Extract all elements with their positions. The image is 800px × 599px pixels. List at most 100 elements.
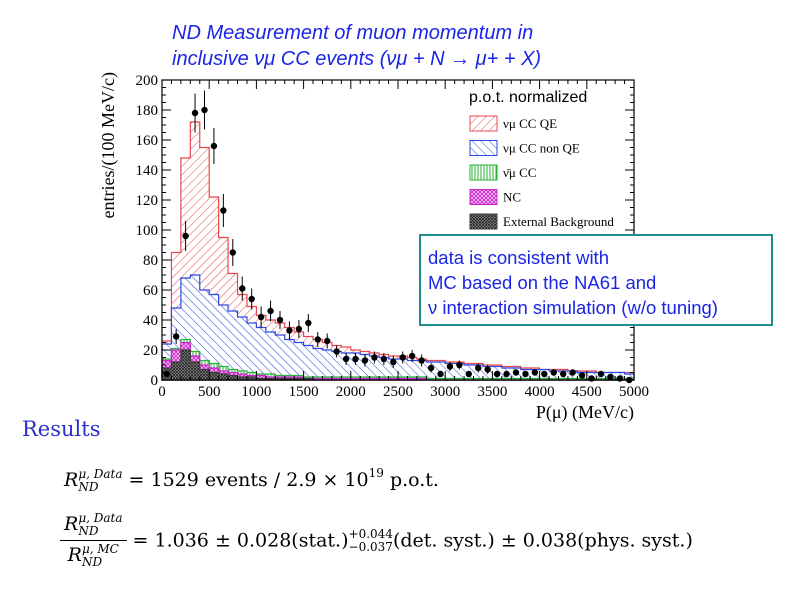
eq2-den-sup: μ, MC	[81, 542, 119, 556]
data-marker	[437, 370, 444, 378]
data-point	[248, 288, 255, 310]
data-marker	[257, 313, 265, 321]
data-point	[427, 363, 435, 373]
data-marker	[324, 337, 331, 345]
y-tick-label: 20	[143, 343, 158, 359]
data-point	[607, 373, 614, 381]
data-marker	[380, 355, 388, 363]
data-marker	[446, 363, 454, 370]
data-point	[475, 363, 482, 373]
data-point	[578, 372, 586, 379]
chart-title: ND Measurement of muon momentum in inclu…	[172, 20, 632, 72]
data-marker	[182, 232, 189, 240]
data-marker	[163, 370, 170, 378]
data-marker	[333, 348, 340, 355]
legend-swatch	[469, 213, 498, 230]
y-tick-label: 80	[143, 253, 158, 269]
data-point	[324, 333, 331, 349]
legend: p.o.t. normalized νμ CC QE νμ CC non QE ν̄μ…	[469, 89, 614, 230]
data-point	[522, 370, 529, 378]
data-point	[257, 306, 265, 328]
data-marker	[305, 319, 312, 327]
data-point	[597, 370, 605, 378]
legend-swatch	[469, 140, 498, 156]
data-point	[531, 369, 539, 376]
data-marker	[588, 375, 595, 382]
eq2-num-sup: μ, Data	[78, 511, 123, 525]
legend-item: ν̄μ CC	[469, 164, 536, 181]
data-marker	[342, 355, 350, 363]
data-point	[352, 353, 359, 365]
axes: 0 500 1000 1500 2000 2500 3000 3500 4000 4500 5000…	[98, 72, 649, 423]
eq1-sup: μ, Data	[78, 467, 123, 481]
data-marker	[172, 333, 180, 340]
y-tick-label: 180	[136, 103, 159, 119]
y-axis-label: entries/(100 MeV/c)	[98, 72, 119, 218]
x-tick-label: 4000	[525, 384, 555, 400]
data-marker	[550, 369, 557, 376]
data-point	[295, 320, 303, 338]
eq2-main: = 1.036 ± 0.028(stat.)	[132, 529, 349, 552]
data-point	[465, 370, 472, 378]
x-tick-label: 2000	[336, 384, 366, 400]
data-marker	[418, 357, 425, 364]
legend-label: νμ CC non QE	[503, 141, 580, 156]
eq2-num-sub: ND	[78, 524, 99, 538]
data-point	[390, 356, 397, 368]
y-tick-label: 120	[136, 193, 159, 209]
data-point	[418, 354, 425, 367]
data-marker	[361, 357, 369, 364]
data-point	[503, 370, 510, 378]
data-marker	[220, 207, 227, 214]
data-point	[512, 369, 520, 376]
x-tick-label: 3500	[477, 384, 507, 400]
note-line-3: ν interaction simulation (w/o tuning)	[428, 297, 718, 318]
data-point	[220, 194, 227, 227]
legend-item: External Background	[469, 213, 614, 230]
data-marker	[569, 369, 576, 376]
data-marker	[512, 369, 520, 376]
data-point	[541, 370, 548, 378]
data-marker	[616, 375, 624, 382]
data-point	[182, 221, 189, 251]
x-tick-label: 500	[198, 384, 221, 400]
legend-item: NC	[469, 189, 521, 205]
legend-label: νμ CC QE	[503, 116, 557, 131]
legend-label: NC	[503, 190, 521, 205]
data-point	[560, 370, 567, 378]
data-point	[305, 314, 312, 332]
data-point	[342, 353, 350, 365]
legend-item: νμ CC non QE	[469, 140, 580, 156]
x-tick-label: 3000	[430, 384, 460, 400]
data-marker	[267, 307, 274, 315]
series-area	[161, 274, 635, 381]
data-point	[286, 321, 293, 340]
data-point	[201, 90, 208, 130]
data-point	[437, 370, 444, 378]
data-marker	[390, 358, 397, 366]
eq1-rhs: = 1529 events / 2.9 × 10	[128, 469, 369, 491]
data-point	[239, 276, 246, 301]
data-point	[569, 369, 576, 376]
x-tick-label: 1000	[241, 384, 271, 400]
data-point	[314, 332, 321, 347]
data-marker	[465, 370, 472, 378]
data-point	[550, 369, 557, 376]
eq1-exp: 19	[368, 466, 384, 480]
x-axis-label: P(μ) (MeV/c)	[536, 402, 634, 423]
data-point	[588, 375, 595, 382]
data-marker	[408, 352, 416, 360]
data-point	[191, 93, 199, 133]
data-marker	[314, 336, 321, 343]
data-point	[380, 353, 388, 365]
eq2-down: −0.037	[348, 539, 393, 554]
y-tick-label: 60	[143, 283, 158, 299]
data-marker	[191, 109, 199, 117]
results-heading: Results	[22, 417, 101, 441]
chart-title-line-1: ND Measurement of muon momentum in	[172, 22, 534, 44]
eq1-tail: p.o.t.	[383, 469, 439, 491]
data-marker	[286, 327, 293, 334]
x-tick-label: 2500	[383, 384, 413, 400]
